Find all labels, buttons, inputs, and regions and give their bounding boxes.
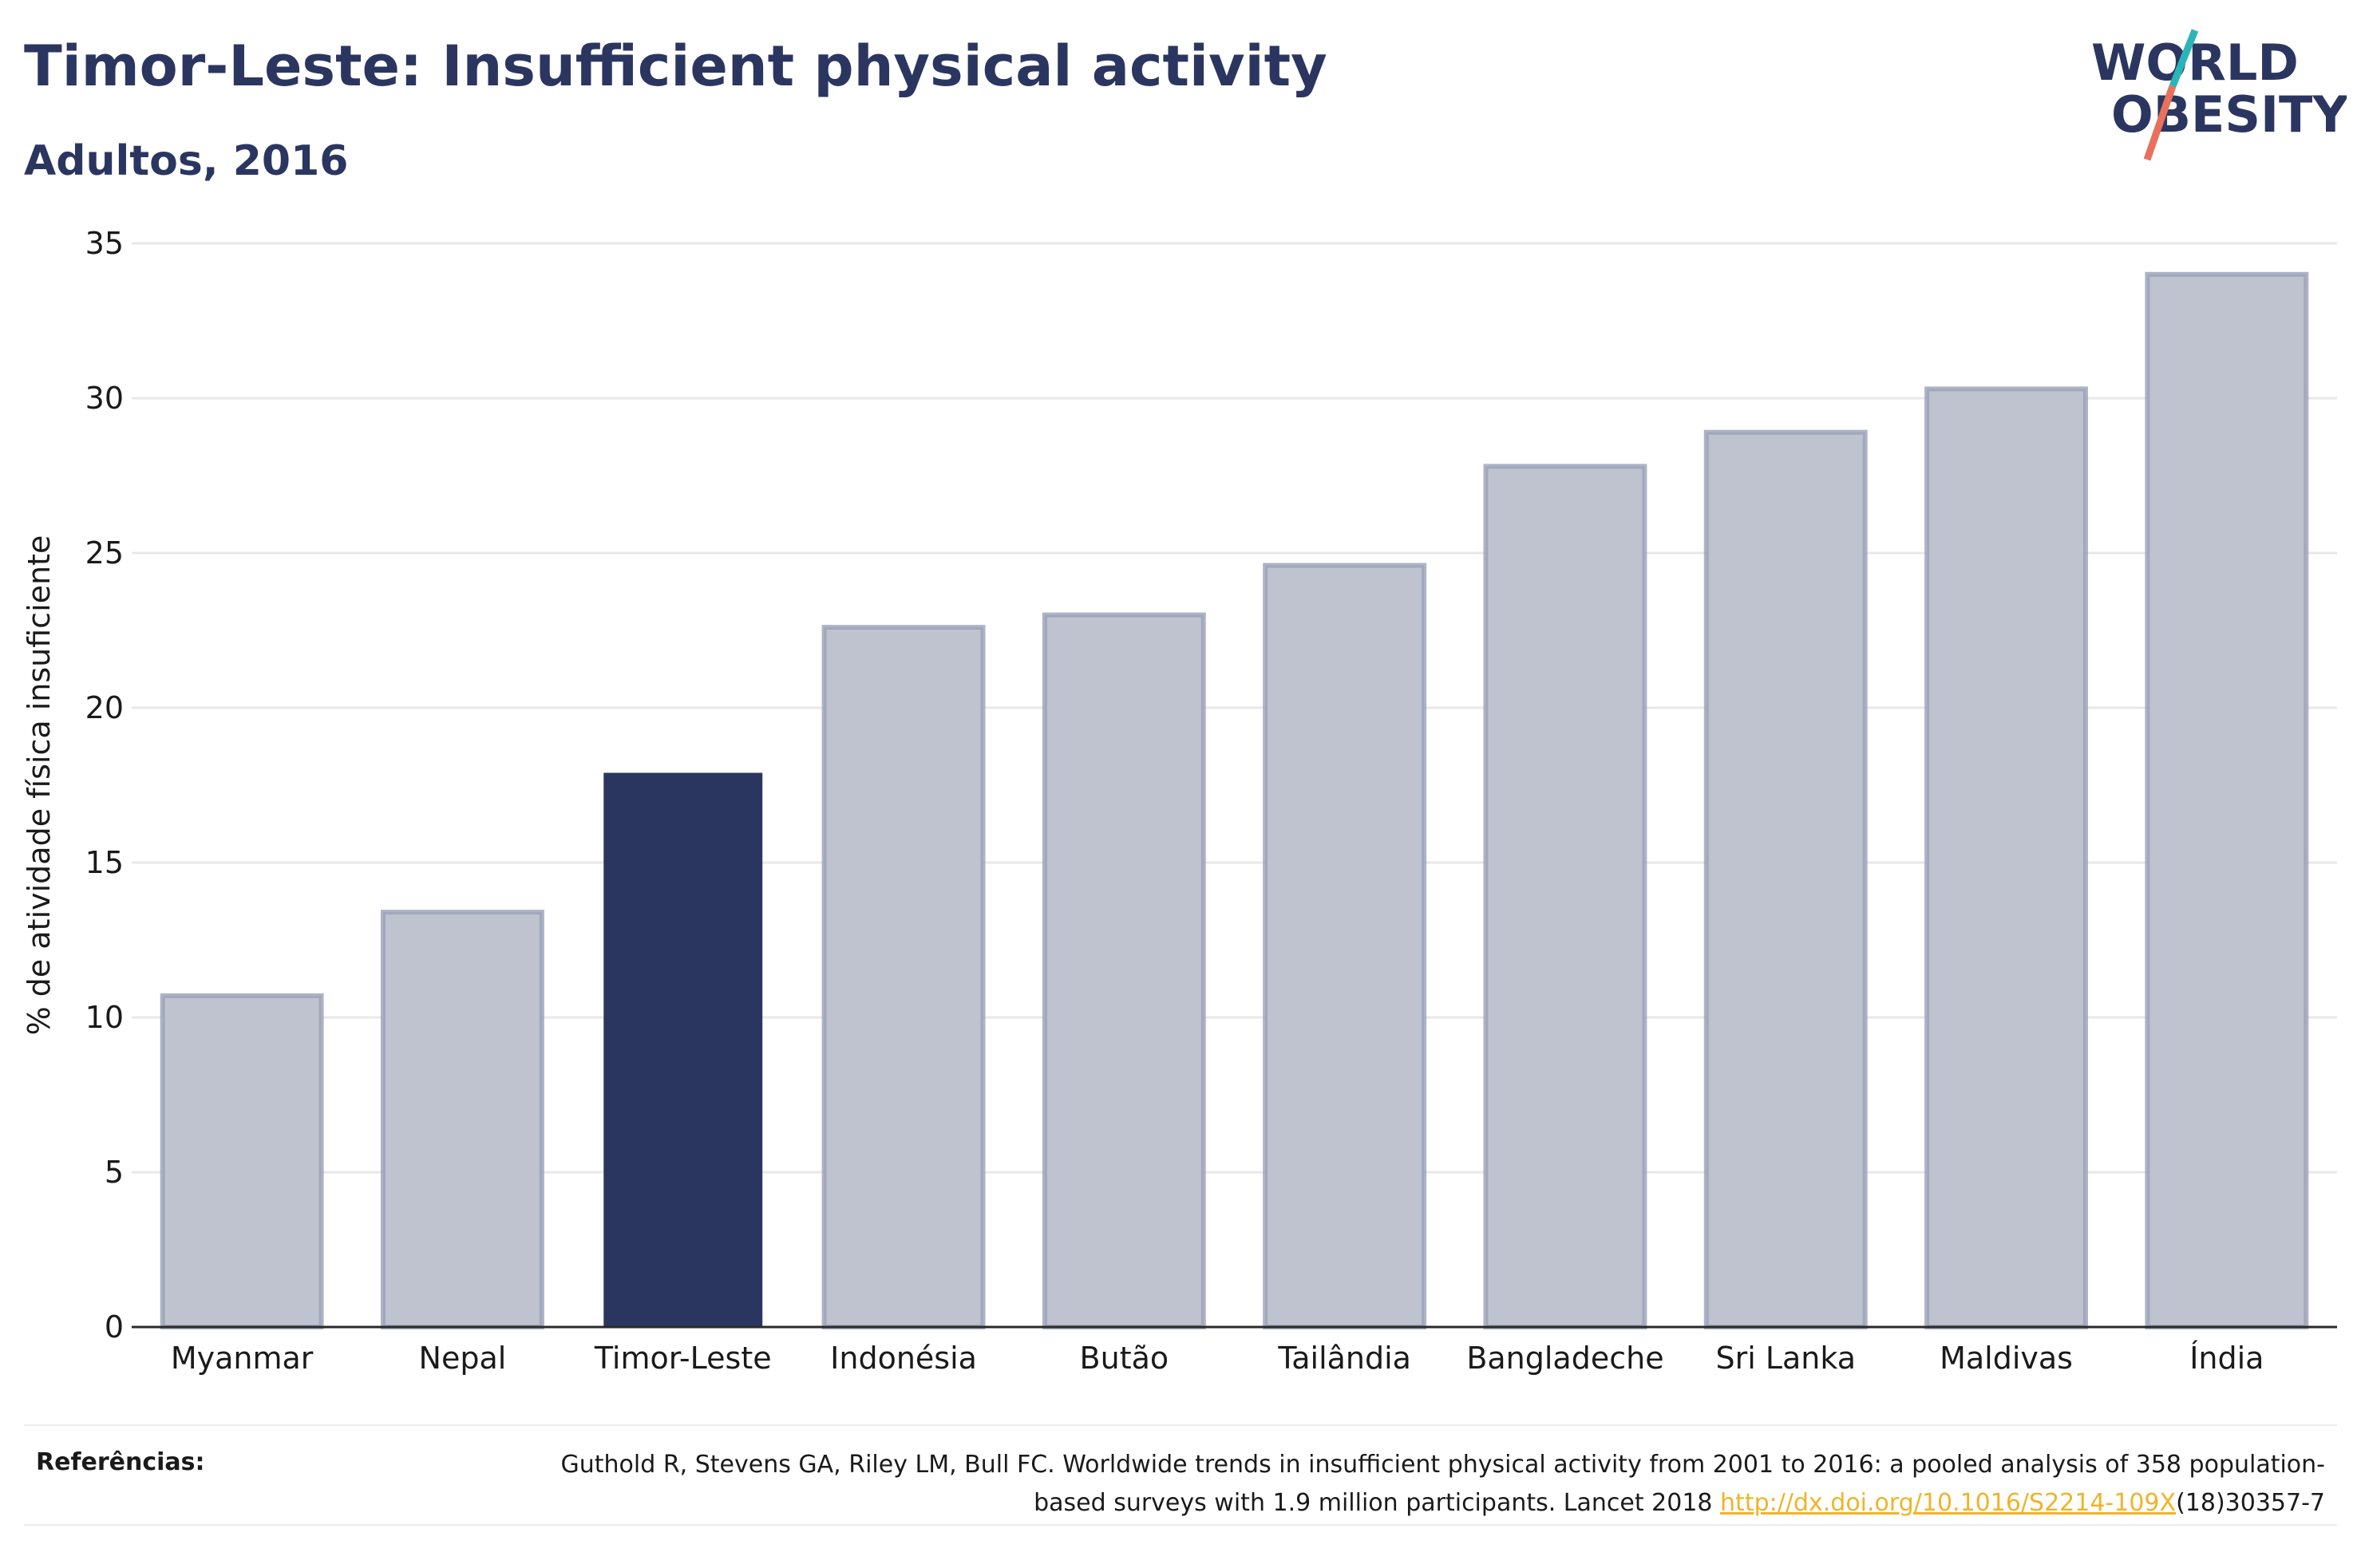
bar	[1483, 464, 1647, 1329]
reference-citation-suffix: (18)30357-7	[2176, 1489, 2325, 1517]
reference-citation: Guthold R, Stevens GA, Riley LM, Bull FC…	[560, 1451, 2325, 1517]
x-tick-label: Tailândia	[1277, 1341, 1411, 1376]
bar	[1924, 386, 2089, 1329]
chart-subtitle: Adultos, 2016	[24, 137, 349, 185]
x-tick-label: Butão	[1080, 1341, 1169, 1376]
bar	[160, 993, 324, 1329]
bar	[1263, 563, 1427, 1329]
references-label: Referências:	[36, 1448, 205, 1476]
bar	[380, 910, 544, 1329]
y-tick-label: 20	[85, 690, 124, 725]
x-tick-label: Myanmar	[171, 1341, 314, 1376]
x-tick-label: Timor-Leste	[594, 1341, 772, 1376]
bar	[1703, 429, 1868, 1329]
y-tick-label: 5	[105, 1155, 124, 1190]
y-tick-label: 0	[105, 1309, 124, 1345]
bar	[821, 625, 986, 1329]
y-axis-ticks: 0 5 10 15 20 25 30 35	[85, 226, 124, 1345]
bar	[603, 772, 763, 1327]
x-tick-label: Índia	[2189, 1341, 2264, 1376]
y-tick-label: 35	[85, 226, 124, 261]
x-tick-label: Indonésia	[830, 1341, 977, 1376]
world-obesity-logo: WORLD OBESITY	[2091, 29, 2347, 161]
logo-slash-teal	[2169, 29, 2199, 88]
x-tick-label: Sri Lanka	[1715, 1341, 1856, 1376]
y-tick-label: 15	[85, 845, 124, 880]
y-tick-label: 10	[85, 1000, 124, 1035]
y-tick-label: 30	[85, 381, 124, 416]
logo-slash-red	[2143, 85, 2177, 161]
footer-bottom-divider	[24, 1524, 2337, 1526]
footer-top-divider	[24, 1424, 2337, 1426]
x-tick-label: Nepal	[419, 1341, 507, 1376]
reference-doi-link[interactable]: http://dx.doi.org/10.1016/S2214-109X	[1720, 1489, 2177, 1517]
bar	[2145, 271, 2309, 1329]
y-tick-label: 25	[85, 535, 124, 571]
y-axis-label: % de atividade física insuficiente	[22, 535, 57, 1036]
bars	[160, 271, 2309, 1329]
x-tick-label: Bangladeche	[1466, 1341, 1663, 1376]
logo-line2: OBESITY	[2111, 85, 2347, 144]
bar	[1042, 612, 1206, 1329]
references-text: Guthold R, Stevens GA, Riley LM, Bull FC…	[489, 1446, 2325, 1523]
x-tick-label: Maldivas	[1940, 1341, 2073, 1376]
x-axis-ticks: Myanmar Nepal Timor-Leste Indonésia Butão Tai…	[171, 1341, 2264, 1376]
chart-title: Timor-Leste: Insufficient physical activ…	[24, 34, 1327, 99]
bar-chart: 0 5 10 15 20 25 30 35 Myanmar Nepal Timor-Leste In…	[22, 226, 2337, 1376]
logo-line1: WORLD	[2091, 34, 2299, 92]
